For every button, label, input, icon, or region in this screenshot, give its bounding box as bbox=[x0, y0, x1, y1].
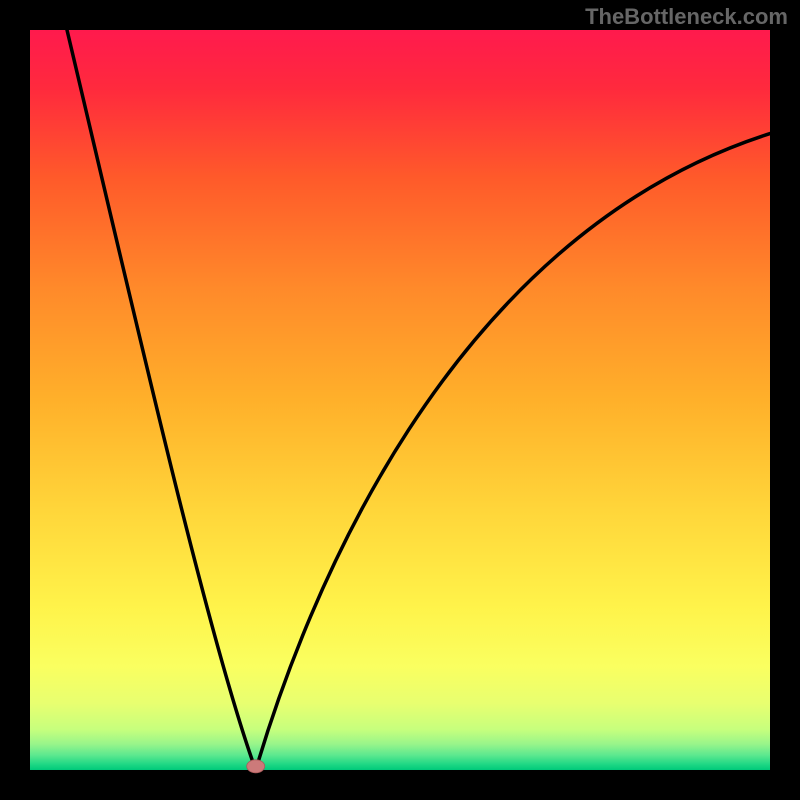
watermark-label: TheBottleneck.com bbox=[585, 4, 788, 30]
chart-container: TheBottleneck.com bbox=[0, 0, 800, 800]
optimal-point-marker bbox=[247, 760, 265, 773]
gradient-plot-area bbox=[30, 30, 770, 770]
bottleneck-chart bbox=[0, 0, 800, 800]
